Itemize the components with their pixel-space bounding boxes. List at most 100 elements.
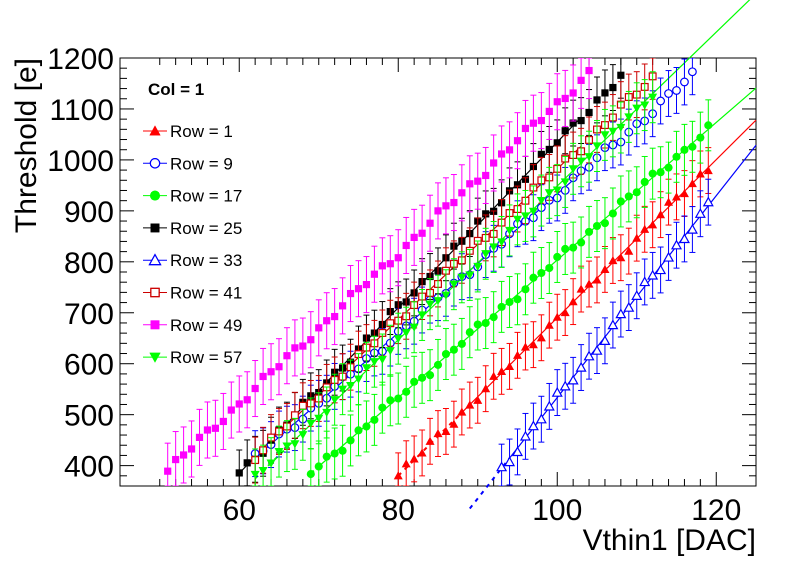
data-point: [219, 417, 227, 426]
data-point: [426, 219, 434, 227]
data-point: [361, 364, 371, 373]
data-point: [409, 323, 419, 332]
series-5: [496, 178, 714, 486]
y-tick-label: 400: [64, 451, 114, 484]
data-point: [442, 202, 450, 210]
data-point: [513, 181, 522, 189]
data-point: [704, 121, 713, 130]
data-point: [569, 119, 577, 127]
data-point: [346, 289, 355, 298]
legend-label: Row = 49: [170, 316, 242, 335]
data-point: [346, 381, 356, 391]
data-point: [180, 451, 188, 459]
data-point: [402, 387, 411, 396]
data-point: [656, 168, 665, 177]
data-point: [528, 340, 538, 349]
data-point: [497, 302, 506, 311]
legend-label: Row = 33: [170, 251, 242, 270]
data-point: [496, 461, 508, 472]
data-point: [402, 241, 410, 250]
data-point: [457, 339, 466, 348]
data-point: [425, 300, 435, 309]
data-point: [187, 445, 196, 453]
data-point: [686, 223, 698, 234]
data-point: [299, 342, 307, 350]
data-point: [481, 250, 491, 259]
y-tick-label: 800: [64, 247, 114, 280]
data-point: [251, 384, 259, 393]
data-point: [585, 66, 593, 75]
data-point: [544, 189, 554, 198]
data-point: [275, 363, 283, 371]
data-point: [552, 186, 562, 195]
legend-marker: [148, 253, 162, 266]
data-point: [553, 98, 561, 106]
data-point: [553, 139, 561, 147]
data-point: [655, 264, 667, 275]
data-point: [418, 373, 427, 382]
data-point: [568, 165, 578, 174]
data-point: [577, 116, 585, 125]
data-point: [537, 150, 545, 158]
series-3: [306, 99, 713, 486]
data-point: [543, 400, 555, 411]
data-point: [339, 302, 347, 310]
data-point: [505, 361, 515, 370]
data-point: [330, 396, 340, 405]
data-point: [544, 320, 554, 329]
data-point: [481, 318, 490, 328]
data-point: [521, 124, 530, 133]
data-point: [457, 407, 467, 416]
data-point: [377, 355, 387, 365]
data-point: [258, 467, 268, 476]
data-point: [616, 197, 625, 206]
data-point: [600, 219, 609, 228]
data-point: [632, 233, 642, 242]
fit-line-dashed: [397, 411, 463, 477]
data-point: [417, 448, 427, 457]
data-point: [450, 198, 458, 207]
legend-marker: [150, 287, 160, 298]
legend-marker: [149, 352, 161, 363]
legend: Col = 1 Row = 1 Row = 9 Row = 17 Row = 25 Ro…: [143, 80, 242, 367]
data-point: [513, 137, 522, 145]
data-point: [465, 271, 475, 280]
data-point: [608, 127, 618, 136]
data-point: [639, 276, 651, 287]
data-point: [600, 131, 610, 140]
data-point: [482, 210, 490, 218]
data-point: [559, 380, 571, 391]
data-point: [266, 459, 276, 468]
data-point: [489, 313, 498, 322]
data-point: [600, 264, 610, 274]
data-point: [504, 456, 516, 467]
data-point: [434, 207, 442, 215]
data-point: [656, 210, 666, 219]
data-point: [369, 358, 379, 367]
data-point: [569, 243, 578, 252]
legend-label: Row = 57: [170, 348, 242, 367]
data-point: [235, 469, 243, 477]
data-point: [338, 385, 348, 394]
data-point: [291, 344, 299, 352]
legend-marker: [149, 158, 161, 169]
data-point: [306, 470, 315, 479]
data-point: [585, 227, 594, 236]
data-point: [592, 142, 602, 151]
data-point: [211, 424, 219, 432]
data-point: [386, 396, 395, 405]
data-point: [274, 447, 284, 457]
data-point: [497, 238, 507, 247]
data-point: [362, 280, 371, 289]
data-point: [680, 145, 689, 154]
data-point: [552, 312, 562, 321]
legend-marker: [150, 320, 160, 330]
data-point: [577, 76, 585, 84]
legend-label: Row = 17: [170, 187, 242, 206]
x-tick-label: 60: [223, 494, 256, 527]
y-axis-title: Threshold [e]: [10, 58, 43, 233]
data-point: [593, 96, 601, 104]
data-point: [608, 209, 617, 218]
data-points: [164, 58, 714, 486]
data-point: [513, 350, 522, 359]
